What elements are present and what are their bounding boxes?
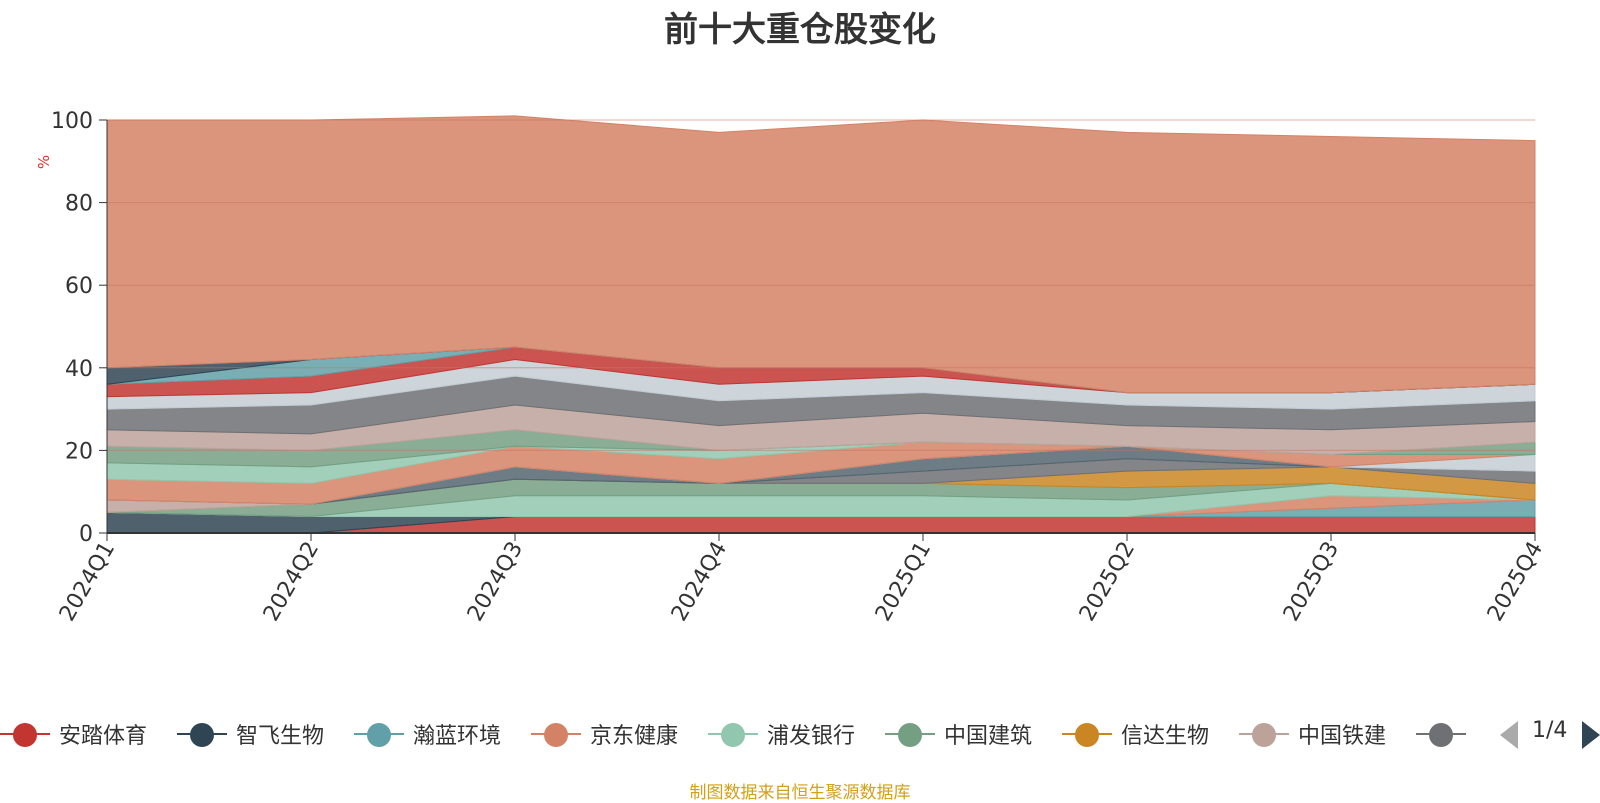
- legend-prev-page-icon[interactable]: [1500, 721, 1518, 749]
- y-tick-label: 40: [65, 357, 93, 382]
- legend-item[interactable]: 安踏体育: [0, 716, 147, 752]
- legend-item[interactable]: 信达生物: [1062, 716, 1209, 752]
- legend-page-indicator: 1/4: [1532, 718, 1568, 743]
- legend-item[interactable]: 中国铁建: [1239, 716, 1386, 752]
- legend-marker-dot: [721, 723, 745, 747]
- legend-marker-dot: [1429, 723, 1453, 747]
- x-tick-label: 2024Q4: [667, 538, 732, 626]
- legend-label: 中国建筑: [944, 724, 1033, 749]
- legend-item[interactable]: 工商银行: [1416, 716, 1470, 752]
- x-tick-label: 2025Q1: [871, 538, 936, 626]
- legend-label: 安踏体育: [59, 724, 148, 749]
- x-tick-label: 2025Q4: [1483, 538, 1548, 626]
- legend-items: 安踏体育 智飞生物 瀚蓝环境 京东健康 浦发银行 中国建筑 信达生物 中国铁建 工商银行: [0, 716, 1470, 752]
- x-tick-label: 2025Q2: [1075, 538, 1140, 626]
- legend-marker-dot: [898, 723, 922, 747]
- legend: 安踏体育 智飞生物 瀚蓝环境 京东健康 浦发银行 中国建筑 信达生物 中国铁建 工商银行 1/4: [0, 716, 1600, 752]
- legend-item[interactable]: 浦发银行: [708, 716, 855, 752]
- legend-marker-icon: [1239, 716, 1289, 752]
- y-tick-label: 100: [51, 109, 93, 134]
- legend-item[interactable]: 智飞生物: [177, 716, 324, 752]
- y-tick-label: 0: [79, 522, 93, 547]
- x-tick-label: 2024Q3: [463, 538, 528, 626]
- y-axis-title: %: [35, 155, 53, 169]
- data-source-note: 制图数据来自恒生聚源数据库: [689, 783, 911, 803]
- legend-label: 中国铁建: [1298, 724, 1387, 749]
- legend-marker-dot: [544, 723, 568, 747]
- legend-pager: 1/4: [1500, 716, 1600, 752]
- chart-title: 前十大重仓股变化: [664, 10, 936, 50]
- legend-marker-icon: [531, 716, 581, 752]
- x-tick-label: 2024Q1: [55, 538, 120, 626]
- area-series-21[interactable]: [106, 115, 1536, 394]
- grid-lines: [107, 119, 1535, 451]
- legend-label: 智飞生物: [236, 724, 325, 749]
- stacked-areas: [106, 115, 1536, 534]
- legend-marker-dot: [190, 723, 214, 747]
- y-tick-label: 80: [65, 192, 93, 217]
- legend-marker-icon: [354, 716, 404, 752]
- legend-label: 信达生物: [1121, 724, 1210, 749]
- y-tick-label: 20: [65, 439, 93, 464]
- legend-item[interactable]: 中国建筑: [885, 716, 1032, 752]
- legend-marker-icon: [0, 716, 50, 752]
- x-tick-label: 2025Q3: [1279, 538, 1344, 626]
- legend-marker-icon: [885, 716, 935, 752]
- legend-marker-icon: [708, 716, 758, 752]
- legend-label: 瀚蓝环境: [413, 724, 502, 749]
- x-tick-label: 2024Q2: [259, 538, 324, 626]
- legend-item[interactable]: 瀚蓝环境: [354, 716, 501, 752]
- legend-marker-dot: [1252, 723, 1276, 747]
- legend-label: 浦发银行: [767, 724, 856, 749]
- legend-marker-icon: [1416, 716, 1466, 752]
- legend-item[interactable]: 京东健康: [531, 716, 678, 752]
- y-tick-label: 60: [65, 274, 93, 299]
- legend-marker-icon: [177, 716, 227, 752]
- legend-marker-dot: [1075, 723, 1099, 747]
- legend-marker-dot: [367, 723, 391, 747]
- legend-marker-dot: [13, 723, 37, 747]
- legend-label: 京东健康: [590, 724, 679, 749]
- legend-next-page-icon[interactable]: [1582, 721, 1600, 749]
- legend-marker-icon: [1062, 716, 1112, 752]
